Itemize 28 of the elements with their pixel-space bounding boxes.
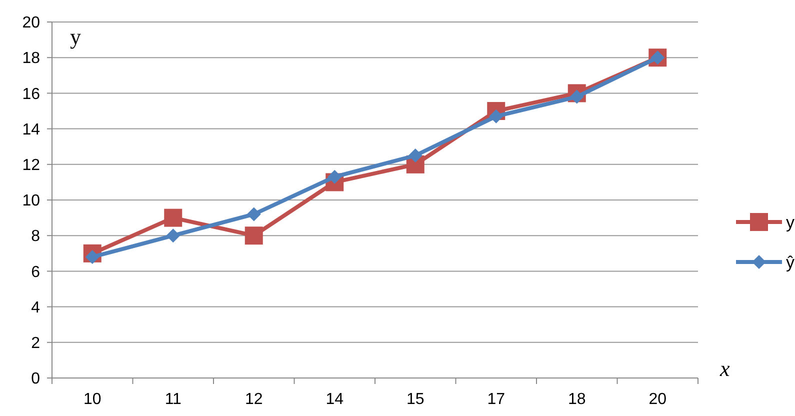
- y-axis-title: y: [70, 24, 81, 49]
- y-tick-label: 16: [22, 86, 40, 103]
- x-tick-label: 12: [244, 391, 263, 408]
- x-tick-label: 17: [487, 391, 506, 408]
- point: [408, 148, 422, 162]
- legend-label: y: [786, 212, 795, 232]
- y-tick-label: 12: [22, 157, 40, 174]
- y-tick-label: 18: [22, 50, 40, 68]
- y-tick-label: 8: [31, 228, 40, 246]
- point: [164, 208, 182, 227]
- y-tick-label: 6: [31, 264, 40, 281]
- y-tick-label: 10: [22, 192, 40, 210]
- x-tick-label: 18: [568, 391, 586, 408]
- legend-label: ŷ: [786, 252, 795, 272]
- y-tick-label: 4: [31, 299, 40, 316]
- x-tick-label: 15: [406, 391, 424, 408]
- y-tick-label: 20: [22, 14, 40, 32]
- point: [166, 228, 180, 243]
- x-tick-label: 20: [648, 391, 667, 408]
- point: [246, 207, 261, 222]
- x-tick-label: 11: [164, 391, 182, 408]
- point: [244, 226, 263, 245]
- x-axis-title: x: [719, 356, 730, 381]
- x-tick-label: 14: [326, 391, 344, 408]
- y-tick-label: 14: [22, 121, 40, 138]
- y-tick-label: 2: [31, 335, 40, 352]
- y-tick-label: 0: [31, 370, 40, 388]
- x-tick-label: 10: [83, 391, 102, 408]
